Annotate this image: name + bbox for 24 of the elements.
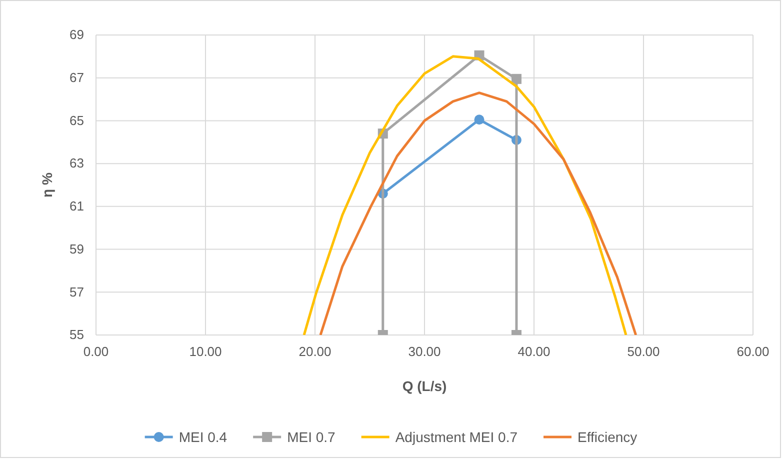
y-tick-label: 67	[70, 70, 84, 86]
x-tick-label: 30.00	[408, 344, 441, 360]
y-tick-label: 63	[70, 156, 84, 171]
y-tick-label: 57	[70, 284, 84, 300]
x-tick-label: 60.00	[736, 344, 770, 360]
x-tick-label: 40.00	[518, 344, 550, 360]
point	[511, 74, 522, 84]
x-tick-label: 0.00	[83, 344, 109, 360]
y-axis-title: η %	[39, 172, 55, 198]
y-tick-label: 59	[70, 241, 84, 256]
legend-label: Adjustment MEI 0.7	[395, 429, 518, 445]
y-tick-label: 65	[70, 112, 84, 128]
legend-label: MEI 0.4	[178, 429, 228, 445]
y-tick-label: 61	[70, 198, 84, 214]
line-series	[319, 92, 638, 335]
x-tick-label: 50.00	[627, 344, 660, 360]
y-tick-label: 55	[70, 327, 84, 342]
x-tick-label: 10.00	[189, 344, 222, 360]
legend-label: MEI 0.7	[287, 429, 336, 445]
x-tick-label: 20.00	[298, 344, 332, 360]
y-tick-label: 69	[70, 27, 84, 42]
legend-label: Efficiency	[578, 429, 638, 445]
x-axis-title: Q (L/s)	[402, 378, 447, 394]
point	[474, 114, 484, 125]
